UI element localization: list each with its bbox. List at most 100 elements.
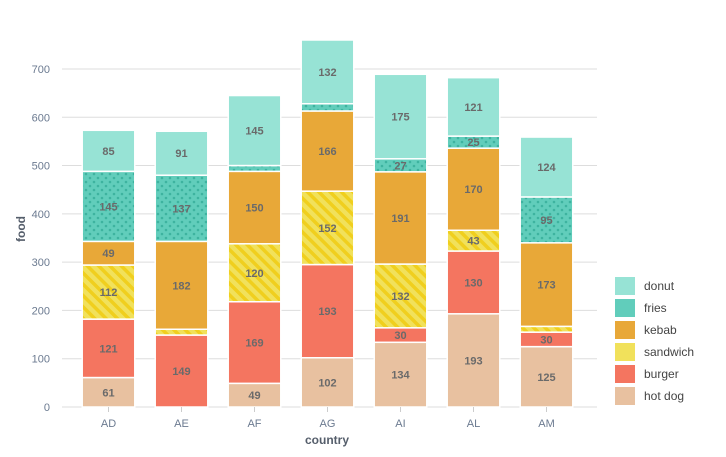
data-label: 134: [391, 370, 410, 382]
axes: 0 100 200 300 400 500 600 700 AD AE AF AG AI AL AM: [32, 64, 555, 430]
data-label: 193: [464, 355, 482, 367]
data-label: 30: [394, 330, 406, 342]
bar-segment-fries-AG[interactable]: [300, 102, 355, 112]
data-label: 166: [318, 146, 336, 158]
x-tick-label: AD: [101, 418, 116, 430]
data-label: 130: [464, 277, 482, 289]
data-label: 112: [100, 287, 118, 299]
y-tick-label: 200: [32, 305, 50, 317]
y-axis-title: food: [14, 216, 28, 242]
x-axis-title: country: [305, 433, 349, 447]
bars: 61 121 112 49 145 85 149 182 137 91 49 169 120 150 145…: [81, 39, 574, 408]
bar-segment-kebab-AI[interactable]: [373, 171, 428, 265]
bar-segment-sandwich-AD[interactable]: [81, 264, 136, 320]
bar-segment-sandwich-AE[interactable]: [154, 328, 209, 336]
legend-item-fries[interactable]: fries: [615, 299, 667, 317]
bar-segment-donut-AI[interactable]: [373, 73, 428, 160]
bar-segment-sandwich-AG[interactable]: [300, 190, 355, 266]
bar-segment-fries-AM[interactable]: [519, 196, 574, 244]
data-label: 132: [318, 67, 336, 79]
data-label: 49: [248, 390, 260, 402]
data-label: 85: [102, 146, 114, 158]
bar-segment-burger-AG[interactable]: [300, 263, 355, 359]
data-label: 120: [245, 268, 263, 280]
legend-swatch: [615, 277, 635, 295]
data-label: 27: [394, 160, 406, 172]
data-label: 121: [99, 343, 117, 355]
x-tick-label: AL: [467, 418, 480, 430]
y-tick-label: 300: [32, 257, 50, 269]
data-label: 170: [464, 184, 482, 196]
legend-swatch: [615, 343, 635, 361]
legend-label: hot dog: [644, 389, 684, 403]
data-label: 145: [245, 126, 263, 138]
y-tick-label: 0: [44, 402, 50, 414]
legend-swatch: [615, 321, 635, 339]
bar-segment-kebab-AL[interactable]: [446, 147, 501, 232]
x-tick-label: AG: [320, 418, 336, 430]
data-label: 193: [318, 306, 336, 318]
x-tick-label: AM: [538, 418, 555, 430]
x-tick-label: AI: [395, 418, 405, 430]
data-label: 145: [99, 201, 117, 213]
data-label: 150: [245, 203, 263, 215]
y-tick-label: 500: [32, 161, 50, 173]
data-label: 173: [537, 280, 555, 292]
bar-segment-donut-AL[interactable]: [446, 76, 501, 137]
bar-segment-donut-AG[interactable]: [300, 39, 355, 105]
legend-item-donut[interactable]: donut: [615, 277, 675, 295]
bar-segment-burger-AF[interactable]: [227, 300, 282, 385]
data-label: 182: [172, 280, 190, 292]
bar-segment-kebab-AG[interactable]: [300, 110, 355, 192]
legend-swatch: [615, 299, 635, 317]
data-label: 137: [172, 203, 190, 215]
legend-label: donut: [644, 279, 675, 293]
bar-segment-burger-AD[interactable]: [81, 318, 136, 379]
legend-label: sandwich: [644, 345, 694, 359]
x-tick-label: AF: [247, 418, 261, 430]
data-label: 124: [537, 162, 556, 174]
data-label: 125: [537, 372, 555, 384]
legend-swatch: [615, 365, 635, 383]
y-tick-label: 100: [32, 354, 50, 366]
data-label: 169: [245, 338, 263, 350]
bar-segment-kebab-AM[interactable]: [519, 242, 574, 328]
data-label: 132: [391, 291, 409, 303]
data-label: 175: [391, 112, 409, 124]
legend-item-sandwich[interactable]: sandwich: [615, 343, 694, 361]
x-tick-label: AE: [174, 418, 189, 430]
bar-segment-donut-AF[interactable]: [227, 94, 282, 167]
legend-item-burger[interactable]: burger: [615, 365, 679, 383]
legend-swatch: [615, 387, 635, 405]
data-label: 30: [540, 334, 552, 346]
y-tick-label: 400: [32, 209, 50, 221]
legend-label: burger: [644, 367, 679, 381]
data-label: 91: [175, 148, 187, 160]
bar-segment-fries-AD[interactable]: [81, 170, 136, 243]
data-label: 25: [467, 137, 479, 149]
legend-label: kebab: [644, 323, 677, 337]
data-label: 149: [172, 366, 190, 378]
bar-segment-donut-AD[interactable]: [81, 129, 136, 173]
legend-item-hot-dog[interactable]: hot dog: [615, 387, 684, 405]
y-tick-label: 600: [32, 112, 50, 124]
data-label: 121: [464, 102, 482, 114]
bar-segment-donut-AE[interactable]: [154, 130, 209, 176]
bar-segment-fries-AF[interactable]: [227, 164, 282, 173]
data-label: 61: [102, 387, 114, 399]
data-label: 191: [391, 213, 409, 225]
legend: donut fries kebab sandwich burger hot dog: [615, 277, 694, 405]
data-label: 95: [540, 215, 552, 227]
data-label: 152: [318, 223, 336, 235]
bar-segment-kebab-AF[interactable]: [227, 170, 282, 245]
data-label: 102: [318, 377, 336, 389]
data-label: 49: [102, 248, 114, 260]
bar-segment-hot-dog-AD[interactable]: [81, 376, 136, 408]
bar-segment-sandwich-AM[interactable]: [519, 325, 574, 333]
y-tick-label: 700: [32, 64, 50, 76]
legend-item-kebab[interactable]: kebab: [615, 321, 677, 339]
data-label: 43: [467, 236, 479, 248]
legend-label: fries: [644, 301, 667, 315]
bar-segment-donut-AM[interactable]: [519, 136, 574, 198]
